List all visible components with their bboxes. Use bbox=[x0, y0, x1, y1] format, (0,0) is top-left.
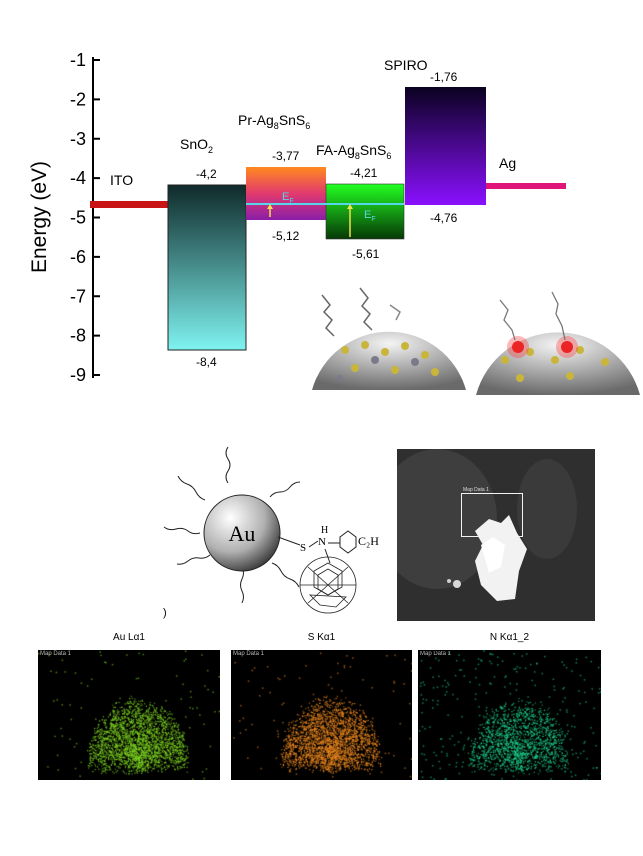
layer-name-ag: Ag bbox=[499, 155, 516, 171]
amine-h-label: H bbox=[321, 525, 328, 536]
pr-agsns-band bbox=[246, 167, 326, 220]
map-dots-au bbox=[38, 650, 220, 780]
y-tick-label: -5 bbox=[70, 208, 86, 228]
au-nanoparticle-molecule: Au S H N C₂H bbox=[163, 446, 379, 614]
ito-level bbox=[90, 201, 168, 208]
y-tick-label: -7 bbox=[70, 286, 86, 306]
amine-n-label: N bbox=[318, 536, 326, 548]
y-tick-label: -1 bbox=[70, 50, 86, 70]
layer-name-fa-agsns: FA-Ag8SnS6 bbox=[316, 142, 391, 161]
sulfur-label: S bbox=[300, 542, 306, 554]
y-tick-label: -6 bbox=[70, 247, 86, 267]
vb-label-pr: -5,12 bbox=[272, 229, 300, 243]
map-panel-n: Map Data 1 bbox=[418, 650, 601, 780]
y-tick-label: -9 bbox=[70, 365, 86, 385]
fermi-arrow-head-pr bbox=[267, 204, 273, 209]
map-panel-s: Map Data 1 bbox=[231, 650, 412, 780]
fullerene-cage bbox=[299, 556, 357, 614]
y-axis-label: Energy (eV) bbox=[28, 161, 51, 273]
cb-label-spiro: -1,76 bbox=[430, 70, 458, 84]
y-tick-label: -3 bbox=[70, 129, 86, 149]
cb-label-fa: -4,21 bbox=[350, 166, 378, 180]
y-axis-ticks: -1 -2 -3 -4 -5 -6 -7 -8 -9 bbox=[70, 50, 100, 385]
map-dots-n bbox=[418, 650, 601, 780]
nanoparticle-illustration-left bbox=[312, 287, 466, 390]
map-dots-s bbox=[231, 650, 412, 780]
vb-label-fa: -5,61 bbox=[352, 247, 380, 261]
y-tick-label: -8 bbox=[70, 326, 86, 346]
fermi-label-pr: EF bbox=[282, 191, 294, 205]
map-tag-s: Map Data 1 bbox=[233, 651, 265, 657]
au-core-label: Au bbox=[229, 521, 256, 546]
cb-label-sno2: -4,2 bbox=[196, 167, 217, 181]
layer-name-spiro: SPIRO bbox=[384, 57, 428, 73]
map-tag-au: Map Data 1 bbox=[40, 651, 72, 657]
substituent-label: C₂H bbox=[358, 534, 379, 548]
map-title-n: N Kα1_2 bbox=[489, 632, 530, 643]
fa-agsns-band bbox=[325, 183, 405, 240]
vb-label-sno2: -8,4 bbox=[196, 355, 217, 369]
sem-map-tag: Map Data 1 bbox=[463, 487, 489, 493]
sem-selection-box bbox=[461, 493, 523, 537]
sem-image: Map Data 1 bbox=[397, 449, 595, 621]
map-panel-au: Map Data 1 bbox=[38, 650, 220, 780]
cb-label-pr: -3,77 bbox=[272, 149, 300, 163]
ag-level bbox=[486, 183, 566, 189]
layer-name-pr-agsns: Pr-Ag8SnS6 bbox=[238, 112, 310, 131]
layer-name-sno2: SnO2 bbox=[180, 136, 213, 155]
fermi-label-fa: EF bbox=[364, 209, 376, 223]
energy-level-diagram: -1 -2 -3 -4 -5 -6 -7 -8 -9 Energy (eV) EF EF ITO… bbox=[28, 50, 640, 395]
map-tag-n: Map Data 1 bbox=[420, 651, 452, 657]
y-tick-label: -2 bbox=[70, 89, 86, 109]
vb-label-spiro: -4,76 bbox=[430, 211, 458, 225]
nanoparticle-illustration-right bbox=[476, 291, 640, 395]
fermi-arrow-head-fa bbox=[347, 204, 353, 209]
sno2-band bbox=[167, 184, 247, 351]
map-title-s: S Kα1 bbox=[307, 632, 336, 643]
map-title-au: Au Lα1 bbox=[113, 632, 145, 643]
y-tick-label: -4 bbox=[70, 168, 86, 188]
layer-name-ito: ITO bbox=[110, 172, 133, 188]
spiro-band bbox=[405, 87, 486, 205]
panel-marker: ) bbox=[163, 607, 167, 619]
